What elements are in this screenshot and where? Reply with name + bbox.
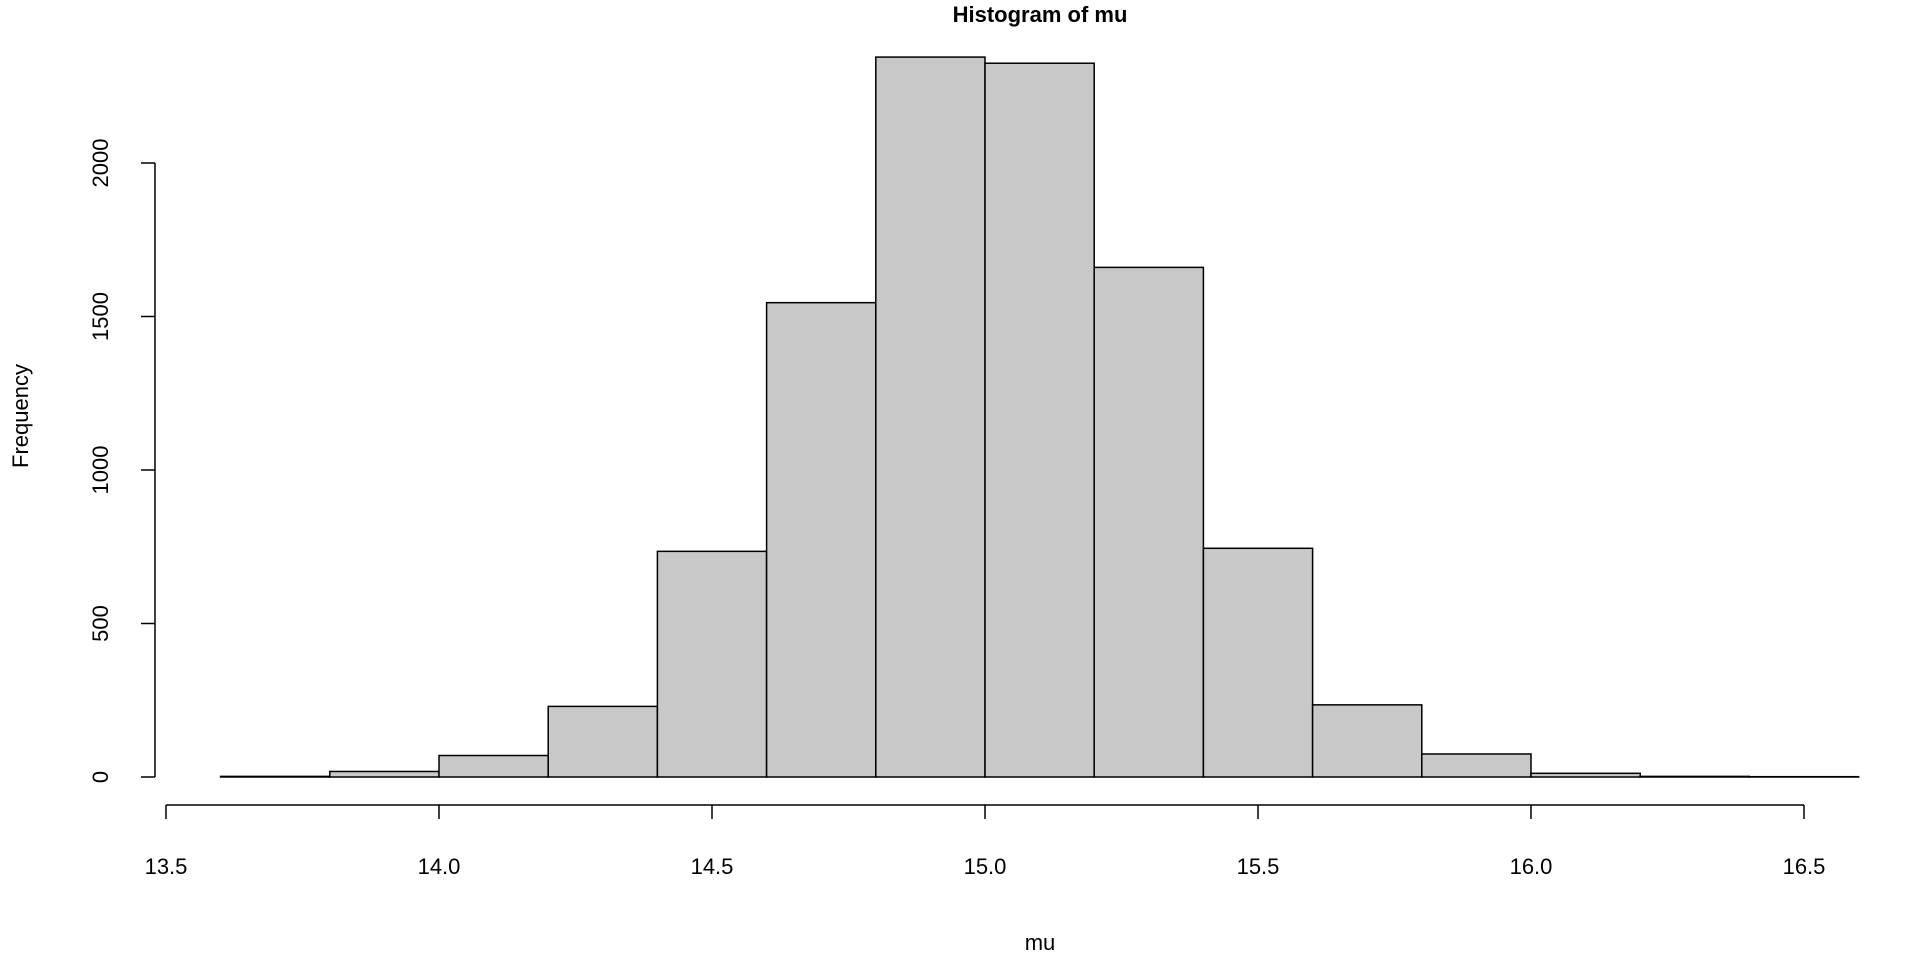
- y-tick-label: 1000: [88, 446, 113, 495]
- x-tick-label: 14.0: [418, 854, 461, 879]
- bar: [547, 705, 659, 778]
- x-tick-label: 16.0: [1510, 854, 1553, 879]
- bar: [1639, 775, 1751, 778]
- y-axis-label: Frequency: [8, 364, 33, 468]
- x-tick-label: 14.5: [691, 854, 734, 879]
- y-tick-label: 1500: [88, 292, 113, 341]
- x-tick-label: 15.0: [964, 854, 1007, 879]
- bar: [984, 62, 1095, 778]
- y-tick-label: 2000: [88, 139, 113, 188]
- bar: [875, 56, 986, 778]
- bar: [329, 770, 440, 778]
- x-tick-label: 16.5: [1783, 854, 1826, 879]
- x-tick-label: 13.5: [145, 854, 188, 879]
- y-tick-label: 500: [88, 605, 113, 642]
- bar: [1202, 547, 1314, 778]
- bar: [438, 754, 549, 778]
- bar: [656, 550, 768, 778]
- x-axis-label: mu: [1025, 930, 1056, 955]
- bar: [1421, 753, 1532, 778]
- bar: [1311, 704, 1423, 778]
- x-tick-label: 15.5: [1237, 854, 1280, 879]
- bar: [1530, 772, 1641, 778]
- bar: [219, 775, 331, 778]
- chart-title: Histogram of mu: [953, 2, 1128, 27]
- y-tick-label: 0: [88, 771, 113, 783]
- bar: [765, 301, 877, 778]
- bar: [1093, 266, 1205, 778]
